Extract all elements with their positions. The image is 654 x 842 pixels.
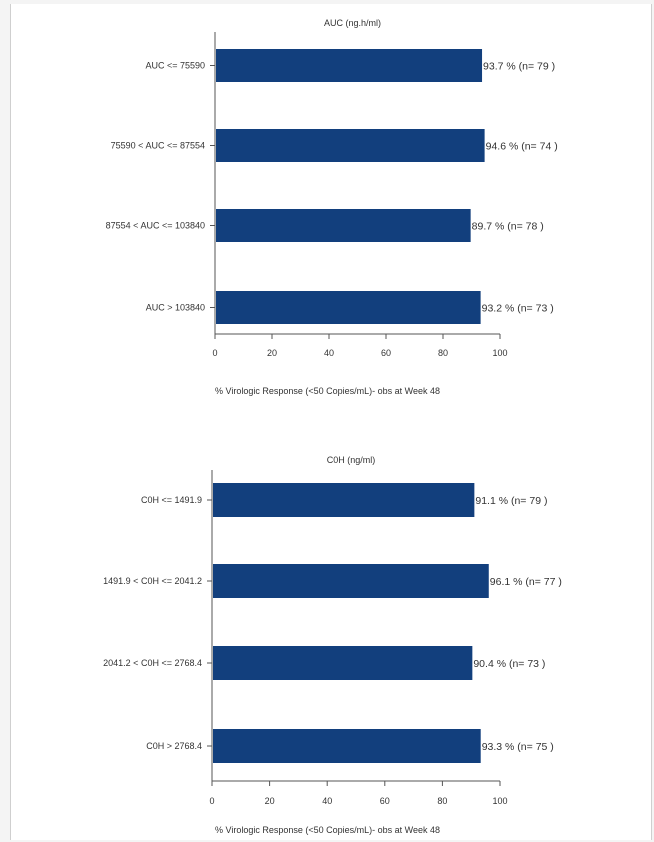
c0h-category-label: C0H <= 1491.9 [141, 495, 202, 505]
c0h-x-tick-label: 80 [437, 796, 447, 806]
c0h-x-tick-label: 60 [380, 796, 390, 806]
auc-category-label: AUC <= 75590 [145, 61, 205, 71]
auc-category-label: AUC > 103840 [146, 303, 205, 313]
auc-x-tick-label: 100 [492, 348, 507, 358]
c0h-bar [213, 729, 481, 763]
c0h-bar [213, 483, 475, 517]
c0h-category-label: C0H > 2768.4 [146, 741, 202, 751]
c0h-x-tick-label: 100 [492, 796, 507, 806]
auc-panel: AUC (ng.h/ml) 0 20 40 60 80 100 AUC <= 75590 93.… [106, 18, 558, 396]
auc-bar [216, 129, 485, 162]
auc-bar [216, 209, 471, 242]
c0h-bar [213, 564, 489, 598]
auc-x-tick-label: 0 [212, 348, 217, 358]
auc-bar-value-label: 94.6 % (n= 74 ) [486, 141, 558, 153]
auc-x-tick-label: 60 [381, 348, 391, 358]
auc-bar-value-label: 93.2 % (n= 73 ) [482, 303, 554, 315]
c0h-bar [213, 646, 473, 680]
c0h-x-tick-label: 0 [209, 796, 214, 806]
auc-bar-value-label: 93.7 % (n= 79 ) [483, 61, 555, 73]
auc-x-axis-label: % Virologic Response (<50 Copies/mL)- ob… [215, 386, 440, 396]
auc-x-tick-label: 20 [267, 348, 277, 358]
c0h-category-label: 1491.9 < C0H <= 2041.2 [103, 576, 202, 586]
c0h-x-tick-label: 20 [265, 796, 275, 806]
auc-chart-title: AUC (ng.h/ml) [324, 18, 381, 28]
c0h-bar-value-label: 90.4 % (n= 73 ) [473, 658, 545, 670]
c0h-bar-value-label: 91.1 % (n= 79 ) [475, 495, 547, 507]
c0h-category-label: 2041.2 < C0H <= 2768.4 [103, 658, 202, 668]
auc-bar [216, 291, 481, 324]
auc-category-label: 87554 < AUC <= 103840 [106, 221, 205, 231]
c0h-bar-value-label: 93.3 % (n= 75 ) [482, 741, 554, 753]
auc-x-tick-label: 80 [438, 348, 448, 358]
c0h-panel: C0H (ng/ml) 0 20 40 60 80 100 C0H <= 1491.9 91.1… [103, 455, 562, 835]
auc-x-tick-label: 40 [324, 348, 334, 358]
c0h-chart-title: C0H (ng/ml) [327, 455, 376, 465]
auc-category-label: 75590 < AUC <= 87554 [111, 141, 205, 151]
auc-bar [216, 49, 483, 82]
auc-bar-value-label: 89.7 % (n= 78 ) [472, 221, 544, 233]
c0h-x-tick-label: 40 [322, 796, 332, 806]
c0h-x-axis-label: % Virologic Response (<50 Copies/mL)- ob… [215, 825, 440, 835]
c0h-bar-value-label: 96.1 % (n= 77 ) [490, 576, 562, 588]
